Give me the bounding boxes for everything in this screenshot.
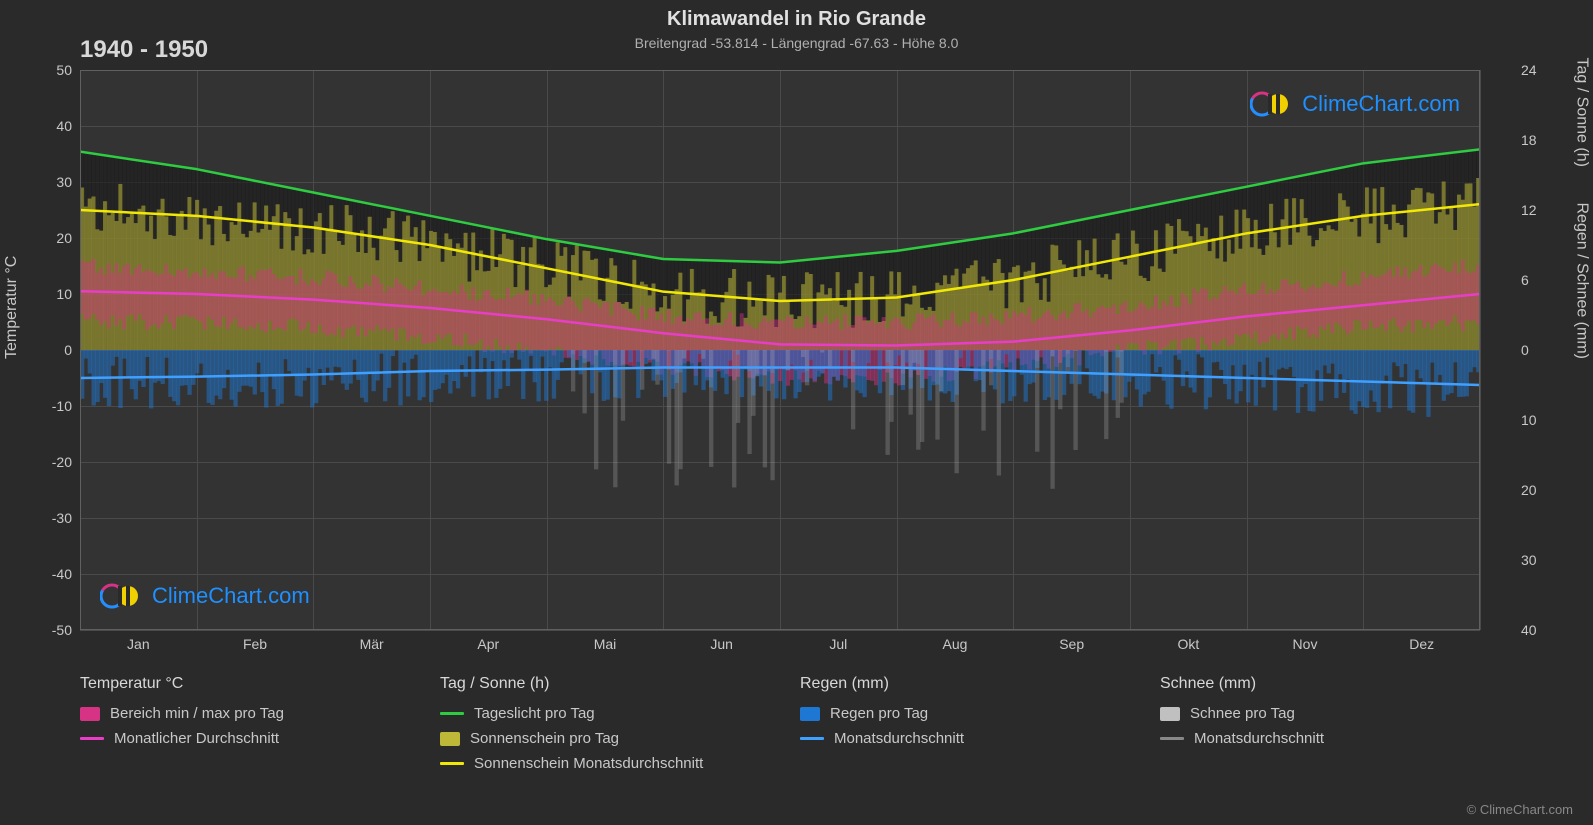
y-tick-left: -50 — [52, 622, 72, 638]
x-axis: Jan Feb Mär Apr Mai Jun Jul Aug Sep Okt Nov Dez — [80, 630, 1480, 660]
legend-header: Regen (mm) — [800, 675, 1120, 693]
copyright: © ClimeChart.com — [1467, 802, 1573, 817]
legend-item: Bereich min / max pro Tag — [80, 705, 400, 722]
y-tick-left: -30 — [52, 510, 72, 526]
legend-item-label: Schnee pro Tag — [1190, 705, 1295, 722]
y-tick-left: 50 — [56, 62, 72, 78]
legend-item-label: Monatsdurchschnitt — [834, 730, 964, 747]
y-axis-right: 0612182410203040 — [1513, 70, 1553, 630]
legend-header: Tag / Sonne (h) — [440, 675, 760, 693]
y-axis-right-label: Tag / Sonne (h) Regen / Schnee (mm) — [1572, 58, 1590, 359]
legend-item-label: Monatsdurchschnitt — [1194, 730, 1324, 747]
y-tick-left: 10 — [56, 286, 72, 302]
legend-column: Tag / Sonne (h) Tageslicht pro Tag Sonnens… — [440, 675, 760, 780]
legend-item: Monatlicher Durchschnitt — [80, 730, 400, 747]
legend-item-label: Sonnenschein Monatsdurchschnitt — [474, 755, 703, 772]
watermark-top: ClimeChart.com — [1250, 90, 1460, 118]
legend-swatch-icon — [800, 707, 820, 721]
y-tick-left: -40 — [52, 566, 72, 582]
legend-column: Temperatur °C Bereich min / max pro Tag Mo… — [80, 675, 400, 780]
y-tick-left: -20 — [52, 454, 72, 470]
y-tick-right: 18 — [1521, 132, 1537, 148]
x-tick: Mär — [360, 636, 384, 652]
x-tick: Mai — [594, 636, 617, 652]
legend-line-icon — [1160, 737, 1184, 740]
legend-item-label: Regen pro Tag — [830, 705, 928, 722]
legend-item: Sonnenschein Monatsdurchschnitt — [440, 755, 760, 772]
legend-item: Schnee pro Tag — [1160, 705, 1480, 722]
y-tick-right: 20 — [1521, 482, 1537, 498]
legend-item: Regen pro Tag — [800, 705, 1120, 722]
legend-column: Schnee (mm) Schnee pro Tag Monatsdurchschn… — [1160, 675, 1480, 780]
legend-line-icon — [800, 737, 824, 740]
legend-line-icon — [440, 712, 464, 715]
legend-item: Tageslicht pro Tag — [440, 705, 760, 722]
x-tick: Apr — [477, 636, 499, 652]
y-tick-right: 10 — [1521, 412, 1537, 428]
y-axis-left: -50-40-30-20-1001020304050 — [40, 70, 80, 630]
legend-item-label: Monatlicher Durchschnitt — [114, 730, 279, 747]
y-tick-right: 24 — [1521, 62, 1537, 78]
legend: Temperatur °C Bereich min / max pro Tag Mo… — [80, 675, 1480, 780]
watermark-logo-icon — [1250, 90, 1290, 118]
watermark-text: ClimeChart.com — [152, 583, 310, 609]
y-tick-right: 30 — [1521, 552, 1537, 568]
y-tick-left: 40 — [56, 118, 72, 134]
watermark-bottom: ClimeChart.com — [100, 582, 310, 610]
x-tick: Feb — [243, 636, 267, 652]
x-tick: Jan — [127, 636, 150, 652]
legend-item: Sonnenschein pro Tag — [440, 730, 760, 747]
watermark-logo-icon — [100, 582, 140, 610]
watermark-text: ClimeChart.com — [1302, 91, 1460, 117]
legend-item: Monatsdurchschnitt — [800, 730, 1120, 747]
legend-header: Temperatur °C — [80, 675, 400, 693]
legend-line-icon — [440, 762, 464, 765]
legend-item-label: Tageslicht pro Tag — [474, 705, 595, 722]
x-tick: Okt — [1177, 636, 1199, 652]
legend-item-label: Bereich min / max pro Tag — [110, 705, 284, 722]
y-tick-right: 0 — [1521, 342, 1529, 358]
x-tick: Jun — [710, 636, 733, 652]
legend-swatch-icon — [80, 707, 100, 721]
x-tick: Jul — [829, 636, 847, 652]
legend-item: Monatsdurchschnitt — [1160, 730, 1480, 747]
x-tick: Sep — [1059, 636, 1084, 652]
legend-swatch-icon — [1160, 707, 1180, 721]
legend-item-label: Sonnenschein pro Tag — [470, 730, 619, 747]
legend-header: Schnee (mm) — [1160, 675, 1480, 693]
y-tick-left: 30 — [56, 174, 72, 190]
year-range: 1940 - 1950 — [80, 36, 208, 64]
y-tick-left: 0 — [64, 342, 72, 358]
chart-title: Klimawandel in Rio Grande — [0, 8, 1593, 31]
y-tick-right: 40 — [1521, 622, 1537, 638]
x-tick: Nov — [1293, 636, 1318, 652]
y-tick-left: -10 — [52, 398, 72, 414]
x-tick: Dez — [1409, 636, 1434, 652]
legend-line-icon — [80, 737, 104, 740]
chart-plot-area: ClimeChart.com ClimeChart.com — [80, 70, 1480, 630]
chart-svg — [80, 70, 1480, 630]
y-tick-left: 20 — [56, 230, 72, 246]
chart-subtitle: Breitengrad -53.814 - Längengrad -67.63 … — [0, 35, 1593, 51]
y-tick-right: 12 — [1521, 202, 1537, 218]
y-axis-left-label: Temperatur °C — [3, 256, 21, 359]
legend-swatch-icon — [440, 732, 460, 746]
y-tick-right: 6 — [1521, 272, 1529, 288]
legend-column: Regen (mm) Regen pro Tag Monatsdurchschnit… — [800, 675, 1120, 780]
x-tick: Aug — [943, 636, 968, 652]
